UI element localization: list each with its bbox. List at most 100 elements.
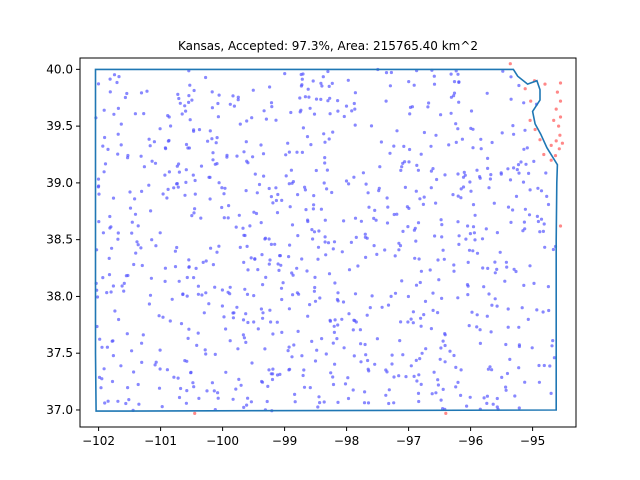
accepted-point: [549, 391, 553, 395]
accepted-point: [336, 99, 340, 103]
accepted-point: [414, 283, 419, 287]
accepted-point: [313, 359, 318, 363]
accepted-point: [238, 122, 242, 126]
rejected-point: [560, 141, 565, 145]
accepted-point: [439, 218, 443, 222]
accepted-point: [180, 112, 184, 116]
accepted-point: [352, 101, 356, 106]
accepted-point: [486, 166, 490, 170]
accepted-point: [231, 397, 235, 401]
accepted-point: [429, 186, 433, 190]
accepted-point: [469, 189, 473, 193]
accepted-point: [373, 362, 377, 366]
y-tick-label: 37.0: [46, 403, 73, 417]
accepted-point: [235, 154, 239, 158]
accepted-point: [417, 373, 421, 377]
accepted-point: [188, 118, 192, 122]
rejected-point: [558, 133, 562, 137]
rejected-point: [543, 82, 547, 86]
accepted-point: [234, 225, 238, 229]
accepted-point: [262, 109, 266, 113]
accepted-point: [209, 246, 213, 250]
accepted-point: [523, 380, 527, 384]
accepted-point: [110, 379, 115, 384]
accepted-point: [111, 284, 115, 288]
accepted-point: [395, 129, 399, 133]
accepted-point: [506, 205, 511, 209]
accepted-point: [207, 175, 211, 179]
accepted-point: [195, 343, 199, 347]
accepted-point: [520, 306, 524, 310]
accepted-point: [199, 216, 203, 220]
accepted-point: [517, 171, 521, 175]
accepted-point: [97, 192, 101, 196]
accepted-point: [443, 360, 447, 364]
accepted-point: [527, 213, 532, 217]
accepted-point: [178, 101, 182, 105]
accepted-point: [241, 333, 245, 337]
accepted-point: [443, 343, 447, 348]
accepted-point: [175, 164, 179, 168]
accepted-point: [268, 258, 272, 262]
accepted-point: [173, 265, 178, 269]
accepted-point: [517, 325, 521, 329]
accepted-point: [267, 368, 271, 372]
accepted-point: [192, 129, 196, 133]
accepted-point: [356, 264, 360, 268]
accepted-point: [184, 142, 189, 147]
accepted-point: [134, 251, 138, 255]
accepted-point: [457, 100, 461, 104]
accepted-point: [452, 263, 456, 267]
accepted-point: [295, 291, 299, 295]
accepted-point: [340, 250, 344, 254]
accepted-point: [473, 213, 477, 217]
accepted-point: [468, 180, 472, 184]
accepted-point: [200, 293, 204, 297]
accepted-point: [147, 183, 151, 187]
accepted-point: [397, 241, 401, 245]
accepted-point: [330, 190, 334, 195]
accepted-point: [454, 140, 458, 144]
x-tick-label: −97: [396, 434, 421, 448]
accepted-point: [303, 188, 307, 192]
accepted-point: [485, 314, 489, 318]
accepted-point: [175, 245, 179, 250]
accepted-point: [116, 399, 120, 403]
accepted-point: [328, 319, 332, 323]
accepted-point: [500, 131, 504, 135]
rejected-point: [538, 138, 542, 142]
accepted-point: [287, 307, 291, 311]
accepted-point: [517, 83, 521, 88]
accepted-point: [215, 136, 219, 140]
accepted-point: [492, 201, 496, 205]
accepted-point: [291, 273, 295, 277]
accepted-point: [506, 307, 510, 311]
accepted-point: [384, 71, 389, 75]
accepted-point: [107, 256, 111, 260]
accepted-point: [322, 400, 326, 404]
accepted-point: [117, 75, 121, 79]
accepted-point: [508, 357, 512, 361]
accepted-point: [454, 122, 458, 126]
accepted-point: [201, 260, 205, 264]
accepted-point: [250, 361, 254, 365]
accepted-point: [148, 293, 153, 297]
accepted-point: [392, 212, 396, 217]
accepted-point: [350, 109, 354, 113]
accepted-point: [452, 94, 456, 98]
accepted-point: [426, 105, 430, 109]
accepted-point: [400, 279, 404, 283]
accepted-point: [351, 388, 355, 392]
accepted-point: [279, 286, 284, 290]
accepted-point: [336, 400, 340, 404]
accepted-point: [255, 191, 259, 195]
accepted-point: [412, 83, 416, 87]
accepted-point: [539, 189, 544, 193]
accepted-point: [320, 337, 324, 341]
accepted-point: [437, 278, 441, 282]
accepted-point: [289, 168, 293, 172]
accepted-point: [125, 332, 129, 336]
accepted-point: [521, 229, 525, 233]
accepted-point: [459, 393, 463, 397]
accepted-point: [147, 302, 151, 306]
